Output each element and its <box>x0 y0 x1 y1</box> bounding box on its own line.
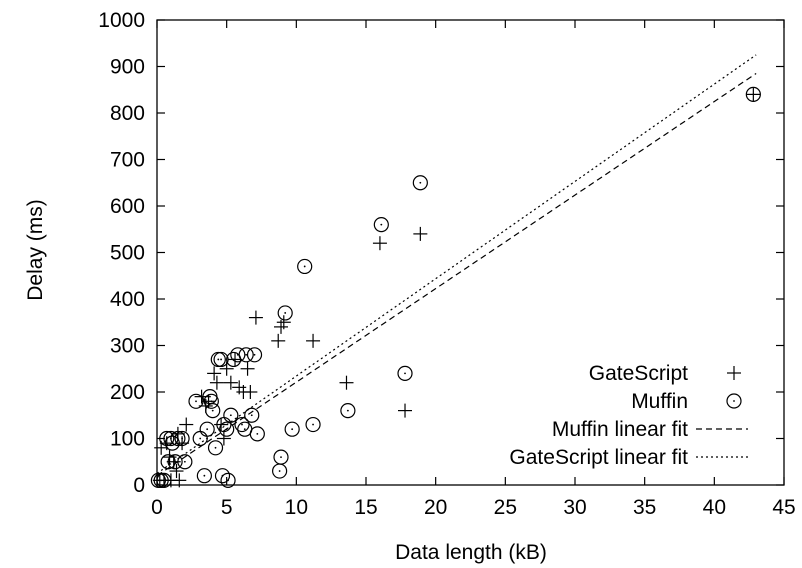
gatescript-point <box>169 464 184 479</box>
muffin-point <box>412 175 428 191</box>
legend-label: GateScript linear fit <box>509 446 688 469</box>
muffin-fit-line <box>157 72 757 477</box>
tick-marks <box>156 19 785 486</box>
muffin-point <box>272 463 288 479</box>
gatescript-point <box>276 315 291 330</box>
gatescript-point <box>248 310 263 325</box>
x-axis-title: Data length (kB) <box>395 541 547 564</box>
muffin-point <box>745 86 761 103</box>
muffin-point <box>167 454 183 470</box>
muffin-point <box>203 393 219 409</box>
muffin-point <box>373 217 389 233</box>
muffin-point <box>199 421 215 437</box>
muffin-point <box>188 393 204 409</box>
y-tick-label: 800 <box>110 102 145 125</box>
gatescript-point <box>372 236 387 251</box>
muffin-point <box>207 440 224 456</box>
y-tick-label: 200 <box>110 381 145 404</box>
gatescript-point <box>240 361 255 376</box>
gatescript-point <box>243 385 258 399</box>
muffin-point <box>213 351 229 368</box>
gatescript-point <box>339 375 354 390</box>
legend-label: Muffin linear fit <box>552 418 688 441</box>
y-tick-label: 500 <box>110 242 145 265</box>
muffin-point <box>223 407 239 423</box>
gatescript-point <box>179 417 194 432</box>
muffin-point <box>220 472 236 488</box>
muffin-point <box>196 468 212 484</box>
muffin-point <box>219 421 235 437</box>
legend-circle-marker <box>726 393 742 409</box>
x-tick-label: 30 <box>563 496 586 519</box>
muffin-point <box>205 403 221 419</box>
x-tick-label: 0 <box>151 496 163 519</box>
x-tick-label: 35 <box>633 496 656 519</box>
muffin-point <box>249 426 265 442</box>
y-tick-label: 600 <box>110 195 145 218</box>
gatescript-point <box>271 333 286 348</box>
gatescript-point <box>209 375 224 390</box>
x-tick-label: 25 <box>494 496 517 519</box>
muffin-point <box>273 449 289 465</box>
y-tick-label: 900 <box>110 56 145 79</box>
muffin-point <box>230 347 246 363</box>
x-tick-label: 40 <box>703 496 726 519</box>
y-tick-label: 100 <box>110 428 145 451</box>
muffin-point <box>170 430 186 447</box>
muffin-point <box>177 454 193 470</box>
muffin-point <box>238 347 254 363</box>
muffin-point <box>210 351 226 368</box>
y-tick-label: 700 <box>110 149 145 172</box>
gatescript-point <box>216 431 231 446</box>
gatescript-point <box>228 352 243 367</box>
x-tick-label: 15 <box>354 496 377 519</box>
gatescript-point <box>306 333 321 348</box>
muffin-point <box>244 407 260 423</box>
gatescript-point <box>413 226 428 241</box>
muffin-point <box>297 258 313 275</box>
gatescript-point <box>207 366 222 381</box>
x-tick-label: 5 <box>221 496 233 519</box>
muffin-point <box>284 421 300 437</box>
muffin-point <box>277 305 293 321</box>
legend-label: GateScript <box>589 362 688 385</box>
muffin-point <box>234 416 250 433</box>
gatescript-point <box>398 403 413 418</box>
fit-lines <box>157 54 757 477</box>
tick-labels: 0 5 10 15 20 25 30 35 40 45 0 100 200 300 400 500 600 700… <box>98 9 795 519</box>
y-tick-label: 1000 <box>98 9 145 32</box>
muffin-point <box>237 421 253 437</box>
gatescript-fit-line <box>157 54 757 474</box>
y-tick-label: 0 <box>133 474 145 497</box>
legend: GateScript Muffin Muffin linear fit GateScr… <box>509 362 748 469</box>
y-tick-label: 400 <box>110 288 145 311</box>
y-axis-title: Delay (ms) <box>24 199 47 301</box>
muffin-point <box>340 403 356 419</box>
data-points <box>150 86 761 488</box>
legend-label: Muffin <box>631 390 688 413</box>
x-tick-label: 45 <box>772 496 795 519</box>
x-tick-label: 10 <box>285 496 308 519</box>
muffin-point <box>174 430 190 447</box>
y-tick-label: 300 <box>110 335 145 358</box>
muffin-point <box>246 347 263 363</box>
x-tick-label: 20 <box>424 496 447 519</box>
gatescript-point <box>223 375 238 390</box>
muffin-point <box>397 365 413 381</box>
muffin-point <box>305 416 321 433</box>
muffin-point <box>192 430 208 447</box>
legend-plus-marker <box>727 366 741 380</box>
